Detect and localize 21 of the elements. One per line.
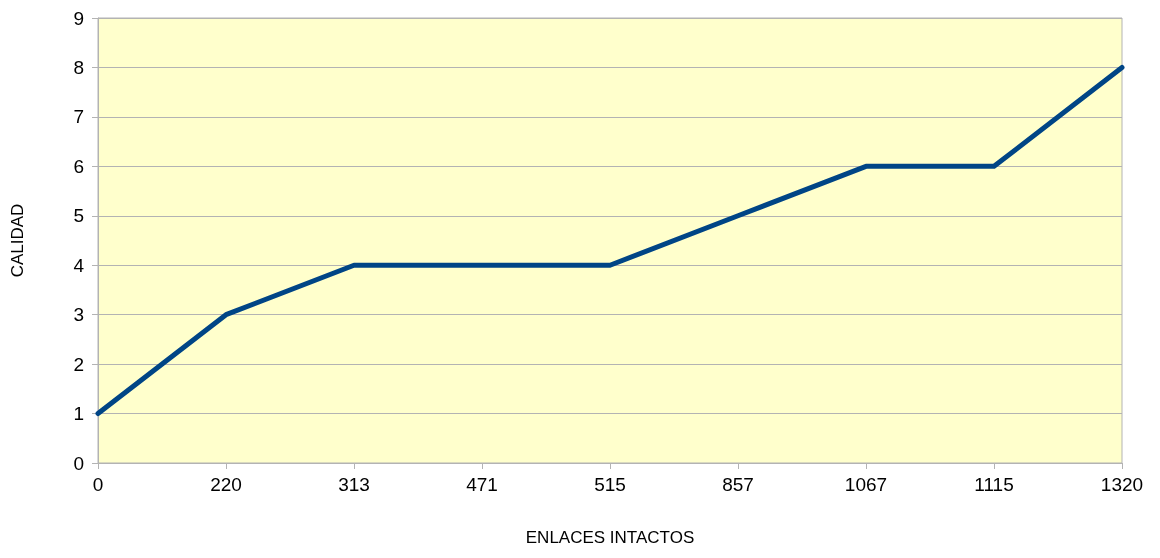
y-tick-label: 1 (73, 403, 84, 425)
x-axis-title: ENLACES INTACTOS (525, 528, 695, 547)
x-tick-label: 471 (466, 474, 498, 495)
y-tick-label: 2 (73, 353, 84, 375)
y-tick-label: 7 (73, 106, 84, 128)
x-tick-label: 0 (92, 474, 104, 495)
y-tick-label: 4 (73, 254, 85, 276)
x-tick-label: 515 (594, 474, 626, 495)
y-tick-label: 9 (73, 7, 84, 29)
x-tick-label: 857 (722, 474, 754, 495)
y-tick-label: 3 (73, 304, 84, 326)
y-tick-label: 6 (73, 155, 84, 177)
x-tick-label: 1320 (1100, 474, 1144, 495)
y-axis-title: CALIDAD (8, 203, 27, 278)
x-tick-label: 220 (210, 474, 242, 495)
x-tick-label: 313 (338, 474, 370, 495)
x-tick-label: 1067 (844, 474, 888, 495)
x-tick-label: 1115 (974, 474, 1014, 495)
y-tick-label: 0 (73, 452, 84, 474)
y-tick-label: 8 (73, 56, 84, 78)
y-tick-label: 5 (73, 205, 84, 227)
